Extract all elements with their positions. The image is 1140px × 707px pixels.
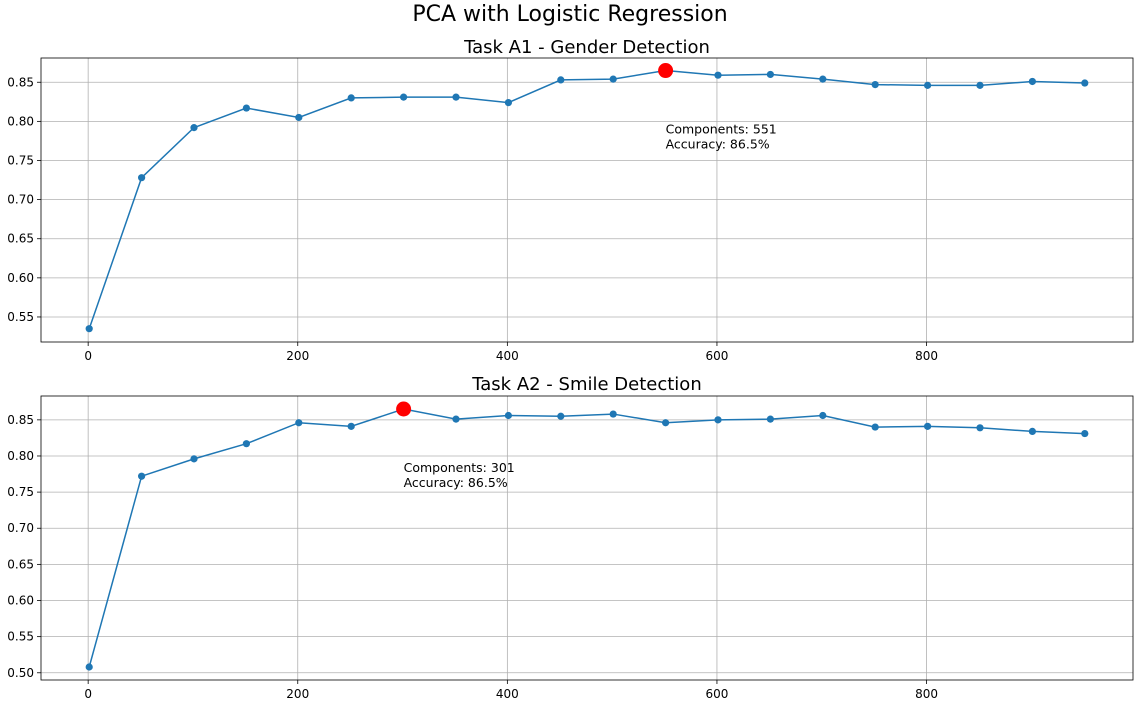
x-tick-label: 600 xyxy=(705,349,728,363)
series-line xyxy=(88,69,1085,329)
best-point-marker xyxy=(658,63,674,79)
subplot-title: Task A2 - Smile Detection xyxy=(471,374,701,395)
subplot-2: 0 200 400 600 800 0.50 0.55 0.60 0.65 0.70 0.75 0.8… xyxy=(7,374,1134,701)
data-point xyxy=(138,174,146,182)
best-annotation-line: Components: 551 xyxy=(666,122,777,137)
data-point xyxy=(766,70,774,79)
data-point xyxy=(557,76,565,84)
y-tick-label: 0.85 xyxy=(7,75,34,89)
x-tick-label: 0 xyxy=(84,687,92,701)
data-point xyxy=(504,98,513,107)
data-point xyxy=(138,472,146,480)
x-tick-label: 200 xyxy=(286,349,309,363)
axes-frame xyxy=(40,395,1134,681)
data-point xyxy=(976,81,984,89)
y-tick-label: 0.85 xyxy=(7,413,34,427)
x-tick-label: 400 xyxy=(496,687,519,701)
best-annotation-line: Accuracy: 86.5% xyxy=(404,475,508,490)
data-point xyxy=(190,124,198,132)
data-point xyxy=(1081,79,1089,87)
data-point xyxy=(766,415,774,423)
y-tick-label: 0.55 xyxy=(7,310,34,324)
best-point-marker xyxy=(396,401,412,417)
series-line xyxy=(88,408,1085,668)
y-tick-label: 0.60 xyxy=(7,594,34,608)
data-point xyxy=(452,415,460,423)
subplot-title: Task A1 - Gender Detection xyxy=(463,37,710,58)
data-point xyxy=(976,424,984,432)
data-point xyxy=(819,411,827,420)
data-point xyxy=(400,93,408,101)
y-tick-label: 0.65 xyxy=(7,557,34,571)
data-point xyxy=(661,419,670,427)
data-point xyxy=(923,422,932,430)
x-tick-label: 0 xyxy=(84,349,92,363)
best-annotation-line: Accuracy: 86.5% xyxy=(666,137,770,152)
data-point xyxy=(871,423,879,431)
y-tick-label: 0.50 xyxy=(7,666,34,680)
data-point xyxy=(819,75,827,83)
data-point xyxy=(452,93,460,101)
x-tick-label: 800 xyxy=(915,687,938,701)
y-tick-label: 0.60 xyxy=(7,271,34,285)
data-point xyxy=(557,412,565,420)
data-point xyxy=(1081,429,1089,438)
y-tick-label: 0.65 xyxy=(7,232,34,246)
y-tick-label: 0.70 xyxy=(7,193,34,207)
data-point xyxy=(1028,427,1036,436)
x-tick-label: 400 xyxy=(496,349,519,363)
best-annotation-line: Components: 301 xyxy=(404,460,515,475)
x-tick-label: 200 xyxy=(286,687,309,701)
data-point xyxy=(295,113,303,122)
y-tick-label: 0.55 xyxy=(7,630,34,644)
subplot-1: 0 200 400 600 800 0.55 0.60 0.65 0.70 0.75 0.80 0.8… xyxy=(7,37,1134,363)
data-point xyxy=(871,81,879,89)
data-point xyxy=(504,411,513,420)
data-point xyxy=(295,419,303,427)
data-point xyxy=(347,422,355,430)
data-point xyxy=(85,325,93,333)
y-tick-label: 0.80 xyxy=(7,449,34,463)
data-point xyxy=(1028,77,1036,86)
data-point xyxy=(609,75,617,83)
y-tick-label: 0.80 xyxy=(7,114,34,128)
data-point xyxy=(347,94,355,102)
data-point xyxy=(242,440,251,448)
data-point xyxy=(190,455,198,463)
data-point xyxy=(923,81,932,89)
x-tick-label: 600 xyxy=(705,687,728,701)
data-point xyxy=(242,104,251,112)
y-tick-label: 0.75 xyxy=(7,153,34,167)
y-tick-label: 0.70 xyxy=(7,521,34,535)
figure-title: PCA with Logistic Regression xyxy=(412,2,728,27)
y-tick-label: 0.75 xyxy=(7,485,34,499)
data-point xyxy=(714,71,722,79)
data-point xyxy=(85,663,93,671)
data-point xyxy=(609,410,617,418)
data-point xyxy=(714,416,722,424)
x-tick-label: 800 xyxy=(915,349,938,363)
